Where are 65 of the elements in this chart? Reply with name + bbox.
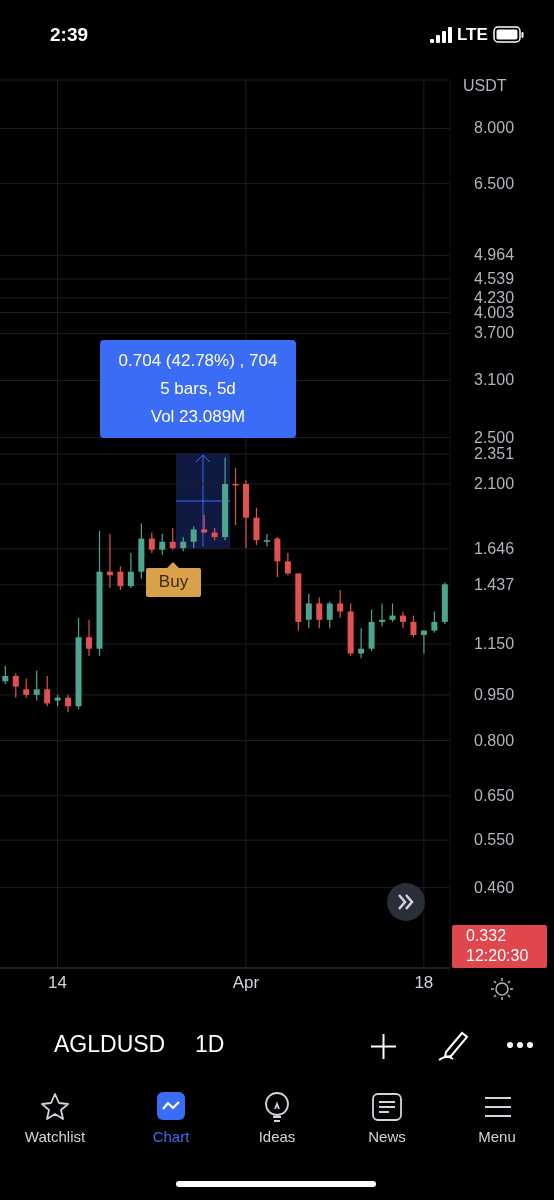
y-tick-label: 3.700 xyxy=(474,324,515,342)
y-tick-label: 3.100 xyxy=(474,371,515,389)
candlestick xyxy=(389,602,396,623)
candlestick xyxy=(201,514,208,534)
candlestick xyxy=(148,531,155,554)
candlestick xyxy=(410,615,417,638)
y-tick-label: 4.964 xyxy=(474,246,515,264)
y-tick-label: 0.460 xyxy=(474,878,515,896)
candlestick xyxy=(274,536,281,578)
text: Watchlist xyxy=(24,1128,86,1145)
x-tick-label: 18 xyxy=(414,973,434,993)
candlestick xyxy=(232,467,239,526)
candlestick xyxy=(169,527,176,551)
candlestick xyxy=(284,552,291,576)
y-tick-label: 8.000 xyxy=(474,119,515,137)
y-tick-label: 2.351 xyxy=(474,444,515,462)
text: LTE xyxy=(457,25,488,44)
candlestick xyxy=(159,533,166,556)
x-tick-label: 14 xyxy=(48,973,68,993)
text: Chart xyxy=(152,1128,190,1145)
y-tick-label: 0.550 xyxy=(474,831,515,849)
annotation: 5 bars, 5d xyxy=(160,379,236,398)
candlestick xyxy=(86,619,93,657)
text: 2:39 xyxy=(50,24,89,45)
text: 1D xyxy=(195,1031,225,1057)
y-axis-title: USDT xyxy=(463,77,507,94)
y-tick-label: 0.650 xyxy=(474,786,515,804)
candlestick xyxy=(190,525,197,549)
y-tick-label: 0.800 xyxy=(474,731,515,749)
y-tick-label: 1.437 xyxy=(474,575,515,593)
text: News xyxy=(368,1128,406,1145)
y-tick-label: 4.230 xyxy=(474,288,515,306)
y-tick-label: 0.950 xyxy=(474,685,515,703)
candlestick xyxy=(127,552,134,589)
text: Ideas xyxy=(258,1128,296,1145)
annotation: 0.704 (42.78%) , 704 xyxy=(118,351,278,370)
candlestick xyxy=(2,665,9,685)
candlestick xyxy=(12,672,19,699)
annotation: Buy xyxy=(158,572,189,591)
candlestick xyxy=(379,602,386,627)
text: 0.332 xyxy=(466,927,507,944)
candlestick xyxy=(44,675,51,707)
y-tick-label: 1.150 xyxy=(474,635,515,653)
y-tick-label: 4.539 xyxy=(474,270,515,288)
candlestick xyxy=(337,589,344,619)
y-tick-label: 2.500 xyxy=(474,428,515,446)
candlestick xyxy=(326,600,333,629)
candlestick xyxy=(33,670,40,702)
candlestick xyxy=(431,610,438,634)
text: AGLDUSD xyxy=(54,1031,166,1057)
y-tick-label: 6.500 xyxy=(474,174,515,192)
candlestick xyxy=(253,507,260,546)
annotation: Vol 23.089M xyxy=(150,407,246,426)
candlestick xyxy=(263,533,270,548)
y-tick-label: 1.646 xyxy=(474,539,515,557)
candlestick xyxy=(399,610,406,629)
candlestick xyxy=(23,677,30,699)
text: Menu xyxy=(478,1128,516,1145)
candlestick xyxy=(316,596,323,629)
x-tick-label: Apr xyxy=(232,973,260,993)
candlestick xyxy=(117,565,124,591)
y-tick-label: 2.100 xyxy=(474,475,515,492)
y-tick-label: 4.003 xyxy=(474,303,515,321)
text: 12:20:30 xyxy=(466,947,529,964)
candlestick xyxy=(305,593,312,629)
